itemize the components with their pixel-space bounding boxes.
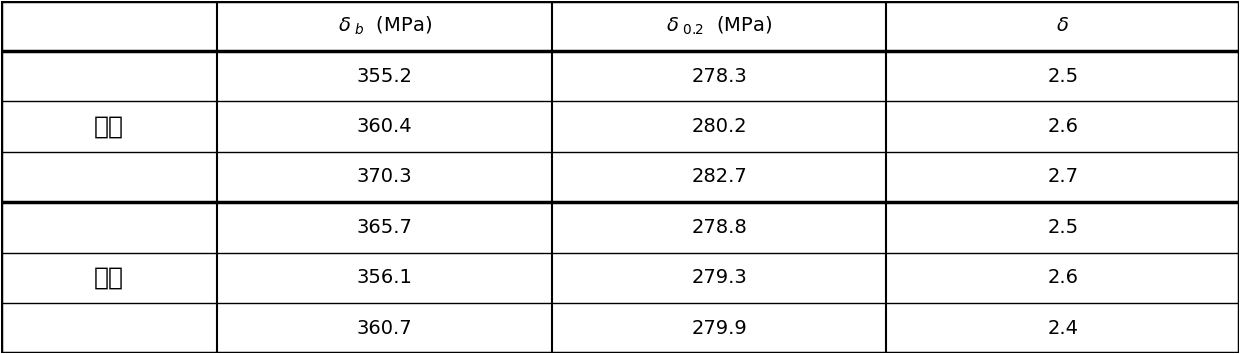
Text: 2.7: 2.7 <box>1048 167 1079 187</box>
Text: $\delta$: $\delta$ <box>1056 16 1069 35</box>
Text: $\delta_{\ b}$  (MPa): $\delta_{\ b}$ (MPa) <box>337 15 432 37</box>
Text: $\delta_{\ 0.2}$  (MPa): $\delta_{\ 0.2}$ (MPa) <box>666 15 773 37</box>
Text: 278.8: 278.8 <box>691 218 746 237</box>
Text: 360.4: 360.4 <box>357 117 413 136</box>
Text: 365.7: 365.7 <box>357 218 413 237</box>
Text: 279.3: 279.3 <box>691 268 746 287</box>
Text: 370.3: 370.3 <box>357 167 413 187</box>
Text: 278.3: 278.3 <box>691 67 746 86</box>
Text: 2.6: 2.6 <box>1048 117 1079 136</box>
Text: 2.6: 2.6 <box>1048 268 1079 287</box>
Text: 279.9: 279.9 <box>691 319 746 338</box>
Text: 280.2: 280.2 <box>691 117 746 136</box>
Text: 2.5: 2.5 <box>1048 67 1079 86</box>
Text: 横向: 横向 <box>94 115 124 139</box>
Text: 355.2: 355.2 <box>357 67 413 86</box>
Text: 纵向: 纵向 <box>94 266 124 290</box>
Text: 2.5: 2.5 <box>1048 218 1079 237</box>
Text: 360.7: 360.7 <box>357 319 413 338</box>
Text: 282.7: 282.7 <box>691 167 746 187</box>
Text: 356.1: 356.1 <box>357 268 413 287</box>
Text: 2.4: 2.4 <box>1048 319 1079 338</box>
